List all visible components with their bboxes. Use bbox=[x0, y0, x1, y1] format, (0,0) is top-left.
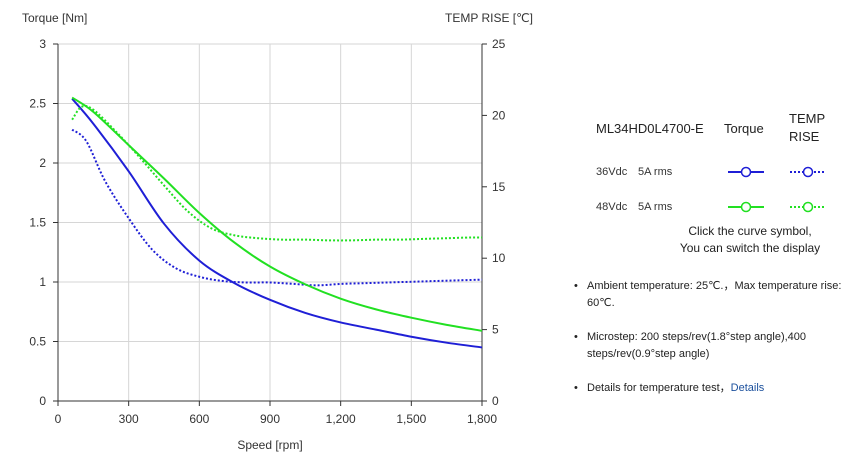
torque-series-48v-line bbox=[71, 96, 483, 332]
36v-torque-symbol-icon bbox=[728, 166, 764, 178]
temp-rise-column-header-line2: RISE bbox=[789, 129, 820, 144]
torque-series-36v-line bbox=[71, 98, 483, 349]
row-48v-voltage: 48Vdc bbox=[596, 201, 628, 213]
y-right-tick-label: 20 bbox=[492, 108, 506, 122]
y-right-tick-label: 10 bbox=[492, 251, 506, 265]
hint-line-2: You can switch the display bbox=[679, 241, 821, 255]
48v-torque-symbol-icon bbox=[728, 201, 764, 213]
48v-torque-toggle[interactable] bbox=[726, 200, 766, 214]
chart-series bbox=[71, 96, 483, 349]
x-tick-label: 1,200 bbox=[326, 412, 356, 426]
x-tick-label: 300 bbox=[119, 412, 139, 426]
note-ambient-text: Ambient temperature: 25℃.，Max temperatur… bbox=[587, 280, 842, 309]
x-tick-label: 1,800 bbox=[467, 412, 497, 426]
48v-temp-rise-toggle[interactable] bbox=[788, 200, 828, 214]
temp-rise-column-header-line1: TEMP bbox=[789, 111, 826, 126]
36v-temp-rise-symbol-icon bbox=[790, 166, 826, 178]
note-ambient-temperature: Ambient temperature: 25℃.，Max temperatur… bbox=[572, 278, 842, 312]
note-microstep-text: Microstep: 200 steps/rev(1.8°step angle)… bbox=[587, 331, 807, 360]
y-left-tick-label: 0.5 bbox=[29, 335, 46, 349]
temp-rise-series-48v-line bbox=[71, 104, 483, 242]
details-link[interactable]: Details bbox=[730, 382, 765, 394]
36v-temp-rise-toggle[interactable] bbox=[788, 165, 828, 179]
y-axis-right-label: TEMP RISE [℃] bbox=[445, 11, 533, 25]
y-left-tick-label: 1 bbox=[39, 275, 46, 289]
note-microstep: Microstep: 200 steps/rev(1.8°step angle)… bbox=[572, 329, 842, 363]
x-axis-label: Speed [rpm] bbox=[237, 438, 302, 452]
model-name: ML34HD0L4700-E bbox=[596, 121, 704, 136]
row-48v-current: 5A rms bbox=[638, 201, 673, 213]
note-temperature-test: Details for temperature test，Details bbox=[572, 380, 842, 397]
legend-panel: ML34HD0L4700-E Torque TEMP RISE 36Vdc 5A… bbox=[560, 0, 852, 462]
y-left-tick-label: 3 bbox=[39, 37, 46, 51]
torque-temp-chart: 0 300 600 900 1,200 1,500 1,800 0 0.5 1 1.5 2 2.5 3 0 5… bbox=[22, 11, 533, 452]
x-tick-label: 1,500 bbox=[396, 412, 426, 426]
y-left-tick-label: 2.5 bbox=[29, 97, 46, 111]
torque-column-header: Torque bbox=[724, 121, 764, 136]
36v-torque-toggle[interactable] bbox=[726, 165, 766, 179]
y-axis-left-label: Torque [Nm] bbox=[22, 11, 87, 25]
y-right-tick-label: 15 bbox=[492, 180, 506, 194]
y-right-tick-label: 0 bbox=[492, 394, 499, 408]
y-left-tick-label: 1.5 bbox=[29, 216, 46, 230]
x-tick-label: 600 bbox=[189, 412, 209, 426]
note-temperature-test-text: Details for temperature test， bbox=[587, 382, 731, 394]
temp-rise-series-36v-line bbox=[71, 128, 483, 287]
y-left-tick-label: 2 bbox=[39, 156, 46, 170]
chart-grid bbox=[58, 43, 483, 401]
x-tick-label: 0 bbox=[55, 412, 62, 426]
y-right-tick-label: 5 bbox=[492, 323, 499, 337]
y-left-tick-label: 0 bbox=[39, 394, 46, 408]
chart-axes: 0 300 600 900 1,200 1,500 1,800 0 0.5 1 1.5 2 2.5 3 0 5… bbox=[29, 37, 505, 426]
x-tick-label: 900 bbox=[260, 412, 280, 426]
row-36v-voltage: 36Vdc bbox=[596, 166, 628, 178]
notes-list: Ambient temperature: 25℃.，Max temperatur… bbox=[572, 278, 842, 414]
row-36v-current: 5A rms bbox=[638, 166, 673, 178]
48v-temp-rise-symbol-icon bbox=[790, 201, 826, 213]
y-right-tick-label: 25 bbox=[492, 37, 506, 51]
hint-line-1: Click the curve symbol, bbox=[688, 224, 812, 238]
